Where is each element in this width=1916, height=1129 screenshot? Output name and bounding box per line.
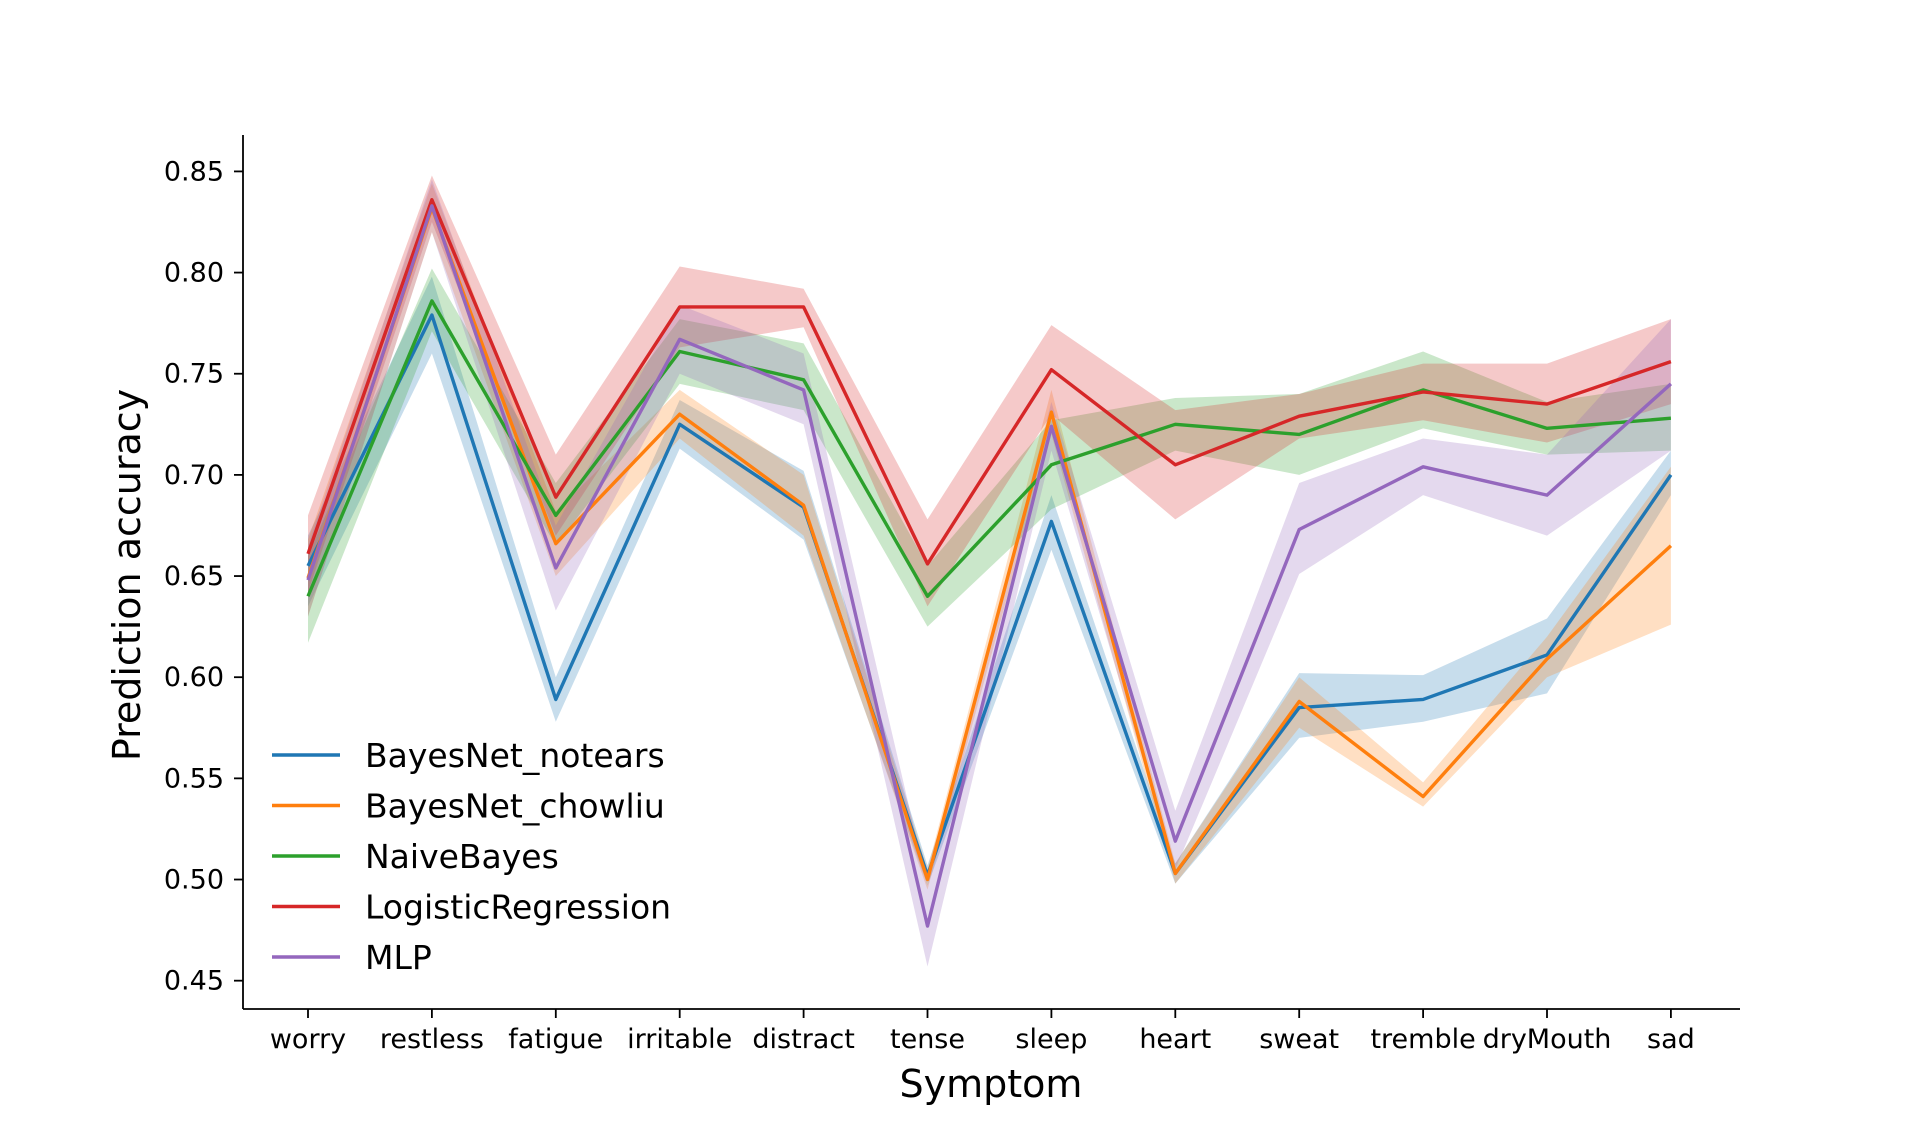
x-tick-label: tense: [890, 1024, 965, 1055]
x-tick-label: dryMouth: [1483, 1024, 1612, 1055]
y-tick-label: 0.75: [164, 359, 224, 390]
series-line: [306, 198, 1672, 566]
legend-label: BayesNet_notears: [365, 736, 665, 775]
x-tick-label: sweat: [1259, 1024, 1339, 1055]
y-tick-label: 0.85: [164, 156, 224, 187]
y-tick-label: 0.80: [164, 258, 224, 289]
y-tick-label: 0.45: [164, 966, 224, 997]
confidence-band: [308, 183, 1671, 890]
legend-label: LogisticRegression: [365, 888, 671, 927]
x-tick-label: fatigue: [508, 1024, 603, 1055]
x-tick-label: worry: [270, 1024, 346, 1055]
y-tick-label: 0.55: [164, 763, 224, 794]
series-line: [306, 204, 1673, 928]
series-line: [306, 206, 1673, 882]
confidence-band: [308, 276, 1671, 886]
legend-label: NaiveBayes: [365, 837, 559, 876]
y-tick-label: 0.70: [164, 460, 224, 491]
confidence-bands: [308, 175, 1671, 967]
series-line: [306, 313, 1673, 878]
x-tick-label: distract: [752, 1024, 854, 1055]
y-tick-label: 0.60: [164, 662, 224, 693]
x-tick-label: restless: [380, 1024, 484, 1055]
x-tick-label: sleep: [1015, 1024, 1087, 1055]
y-tick-label: 0.50: [164, 865, 224, 896]
y-tick-label: 0.65: [164, 561, 224, 592]
legend-label: MLP: [365, 938, 432, 977]
legend-label: BayesNet_chowliu: [365, 787, 665, 826]
x-tick-label: heart: [1139, 1024, 1211, 1055]
x-ticks: worry restless fatigue irritable distract ten…: [270, 1009, 1695, 1055]
x-tick-label: irritable: [627, 1024, 732, 1055]
x-tick-label: sad: [1647, 1024, 1695, 1055]
y-ticks: 0.45 0.50 0.55 0.60 0.65 0.70 0.75 0.80 0.85: [164, 156, 243, 997]
y-axis-title: Prediction accuracy: [105, 389, 149, 761]
legend: BayesNet_notears BayesNet_chowliu NaiveBay…: [272, 736, 671, 977]
series-lines: [306, 198, 1673, 928]
x-axis-title: Symptom: [900, 1062, 1083, 1106]
confidence-band: [308, 179, 1671, 967]
series-line: [306, 299, 1672, 598]
confidence-band: [308, 175, 1671, 607]
x-tick-label: tremble: [1370, 1024, 1475, 1055]
axes: [242, 135, 1740, 1010]
confidence-band: [308, 268, 1671, 643]
